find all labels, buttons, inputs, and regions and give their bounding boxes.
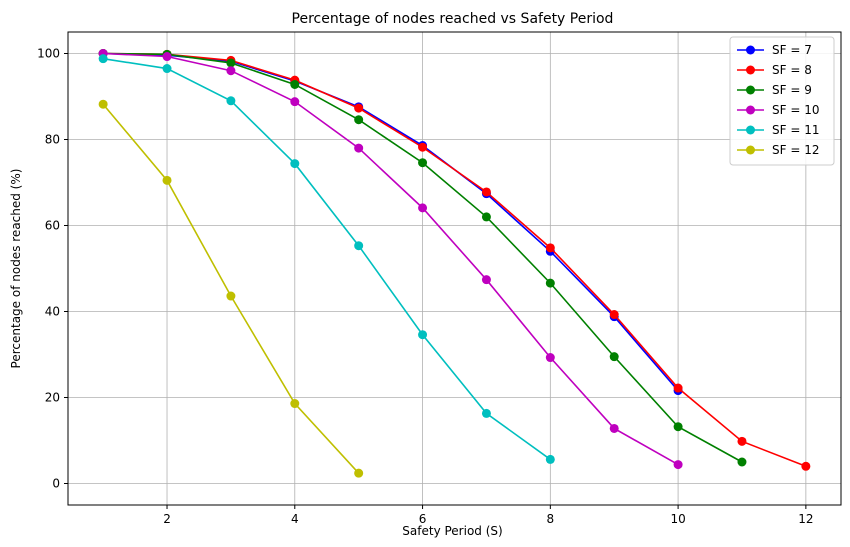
legend-entry: SF = 8 — [737, 63, 812, 77]
x-tick-label: 6 — [419, 512, 427, 526]
data-point — [162, 64, 172, 74]
data-point — [418, 142, 428, 152]
series-sf-11 — [98, 54, 555, 464]
legend-label: SF = 12 — [772, 143, 819, 157]
series-layer — [98, 49, 811, 478]
data-point — [226, 291, 236, 301]
data-point — [354, 468, 364, 478]
y-tick-label: 80 — [45, 133, 60, 147]
axis-ticks: 2 4 6 8 10 12 0 20 40 60 80 100 — [37, 47, 813, 527]
data-point — [609, 423, 619, 433]
legend-label: SF = 10 — [772, 103, 819, 117]
data-point — [226, 66, 236, 76]
data-point — [162, 175, 172, 185]
data-point — [290, 399, 300, 409]
data-point — [226, 96, 236, 106]
data-point — [481, 187, 491, 197]
data-point — [354, 103, 364, 113]
series-line — [103, 52, 679, 466]
legend-label: SF = 11 — [772, 123, 819, 137]
x-tick-label: 10 — [670, 512, 685, 526]
data-point — [545, 454, 555, 464]
legend-marker — [746, 125, 755, 135]
y-tick-label: 20 — [45, 391, 60, 405]
series-line — [103, 57, 551, 461]
data-point — [545, 243, 555, 253]
legend-label: SF = 9 — [772, 83, 812, 97]
data-point — [354, 115, 364, 125]
data-point — [354, 241, 364, 251]
series-line — [103, 52, 807, 468]
data-point — [290, 79, 300, 89]
data-point — [418, 203, 428, 213]
x-tick-label: 4 — [291, 512, 299, 526]
legend-marker — [746, 65, 755, 75]
y-tick-label: 0 — [52, 477, 60, 491]
data-point — [481, 408, 491, 418]
legend-marker — [746, 145, 755, 155]
series-sf-12 — [98, 99, 364, 478]
series-line — [102, 103, 360, 474]
data-point — [801, 461, 811, 471]
legend-entry: SF = 10 — [737, 103, 819, 117]
data-point — [290, 159, 300, 169]
data-point — [673, 383, 683, 393]
legend-marker — [746, 105, 755, 115]
legend-label: SF = 8 — [772, 63, 812, 77]
data-point — [98, 99, 108, 109]
legend-entry: SF = 9 — [737, 83, 812, 97]
legend-marker — [746, 85, 755, 95]
data-point — [545, 353, 555, 363]
y-axis-label: Percentage of nodes reached (%) — [9, 169, 23, 369]
data-point — [673, 460, 683, 470]
data-point — [545, 278, 555, 288]
legend: SF = 7 SF = 8 SF = 9 SF = 10 SF = 11 SF = 12 — [729, 36, 835, 166]
data-point — [609, 352, 619, 362]
series-sf-10 — [98, 49, 683, 470]
y-tick-label: 100 — [37, 47, 60, 61]
legend-label: SF = 7 — [772, 43, 812, 57]
data-point — [290, 97, 300, 107]
legend-entry: SF = 7 — [737, 43, 812, 57]
x-tick-label: 2 — [163, 512, 171, 526]
data-point — [418, 330, 428, 340]
series-sf-8 — [98, 49, 811, 471]
data-point — [481, 275, 491, 285]
x-tick-label: 8 — [547, 512, 555, 526]
y-tick-label: 60 — [45, 219, 60, 233]
y-tick-label: 40 — [45, 305, 60, 319]
data-point — [737, 457, 747, 467]
data-point — [609, 310, 619, 320]
data-point — [418, 158, 428, 168]
grid — [68, 32, 841, 505]
data-point — [737, 436, 747, 446]
legend-entry: SF = 12 — [737, 143, 819, 157]
data-point — [354, 143, 364, 153]
data-point — [481, 212, 491, 222]
legend-marker — [746, 45, 755, 55]
x-axis-label: Safety Period (S) — [402, 524, 502, 538]
data-point — [673, 422, 683, 432]
plot-area-frame — [67, 31, 842, 506]
data-point — [226, 58, 236, 68]
series-sf-7 — [98, 49, 683, 396]
legend-box — [729, 36, 835, 166]
chart-title: Percentage of nodes reached vs Safety Pe… — [292, 11, 614, 27]
data-point — [98, 54, 108, 64]
legend-entry: SF = 11 — [737, 123, 819, 137]
x-tick-label: 12 — [798, 512, 813, 526]
data-point — [162, 52, 172, 62]
